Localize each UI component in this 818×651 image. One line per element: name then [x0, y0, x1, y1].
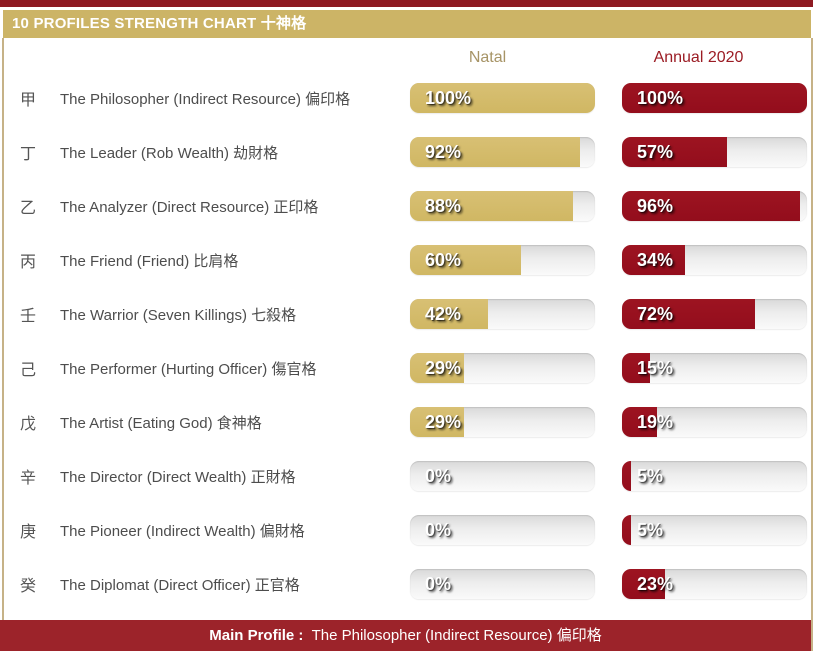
right-border-line [811, 38, 813, 651]
annual-bar-fill [622, 407, 658, 437]
annual-percent: 19% [637, 412, 674, 432]
top-accent-strip [0, 0, 813, 7]
heavenly-stem: 己 [20, 360, 37, 379]
natal-bar: 0% [410, 515, 595, 545]
profile-row: 丙 The Friend (Friend) 比肩格 60% 34% [0, 233, 818, 287]
profile-label: The Diplomat (Direct Officer) 正官格 [60, 576, 300, 594]
annual-bar: 72% [622, 299, 807, 329]
profile-label: The Artist (Eating God) 食神格 [60, 414, 262, 432]
natal-bar-fill [410, 137, 581, 167]
annual-percent: 5% [637, 520, 664, 540]
main-profile-footer: Main Profile : The Philosopher (Indirect… [0, 620, 811, 651]
natal-percent: 0% [425, 574, 452, 594]
column-header-annual: Annual 2020 [653, 49, 744, 66]
natal-bar-fill [410, 353, 464, 383]
annual-bar-fill [622, 299, 756, 329]
heavenly-stem: 庚 [20, 522, 37, 541]
annual-bar: 100% [622, 83, 807, 113]
natal-bar: 42% [410, 299, 595, 329]
main-profile-value: The Philosopher (Indirect Resource) 偏印格 [311, 627, 602, 644]
natal-bar: 0% [410, 569, 595, 599]
natal-bar: 100% [410, 83, 595, 113]
profile-label: The Philosopher (Indirect Resource) 偏印格 [60, 90, 351, 108]
annual-percent: 72% [637, 304, 674, 324]
natal-percent: 0% [425, 520, 452, 540]
natal-bar: 29% [410, 407, 595, 437]
annual-bar: 5% [622, 515, 807, 545]
annual-bar: 23% [622, 569, 807, 599]
annual-percent: 100% [637, 88, 684, 108]
annual-bar: 5% [622, 461, 807, 491]
chart-title-bar: 10 PROFILES STRENGTH CHART 十神格 [3, 10, 811, 38]
heavenly-stem: 戊 [20, 414, 37, 433]
natal-percent: 29% [425, 412, 462, 432]
natal-percent: 92% [425, 142, 462, 162]
annual-bar: 57% [622, 137, 807, 167]
heavenly-stem: 辛 [20, 468, 37, 487]
natal-percent: 60% [425, 250, 462, 270]
column-header-natal: Natal [468, 49, 507, 66]
profile-row: 癸 The Diplomat (Direct Officer) 正官格 0% 2… [0, 557, 818, 611]
annual-bar: 34% [622, 245, 807, 275]
natal-percent: 0% [425, 466, 452, 486]
heavenly-stem: 甲 [20, 90, 37, 109]
natal-bar: 0% [410, 461, 595, 491]
left-border-line [2, 38, 4, 620]
annual-bar-fill [622, 515, 632, 545]
natal-percent: 29% [425, 358, 462, 378]
natal-bar: 60% [410, 245, 595, 275]
heavenly-stem: 壬 [20, 306, 37, 325]
natal-bar-fill [410, 299, 488, 329]
profile-row: 己 The Performer (Hurting Officer) 傷官格 29… [0, 341, 818, 395]
profile-row: 庚 The Pioneer (Indirect Wealth) 偏財格 0% 5… [0, 503, 818, 557]
main-profile-label: Main Profile : [209, 627, 304, 644]
natal-bar-fill [410, 191, 573, 221]
annual-bar: 15% [622, 353, 807, 383]
annual-bar-fill [622, 83, 807, 113]
heavenly-stem: 丙 [20, 252, 37, 271]
annual-percent: 15% [637, 358, 674, 378]
natal-bar-fill [410, 83, 595, 113]
profile-label: The Director (Direct Wealth) 正財格 [60, 468, 296, 486]
annual-percent: 57% [637, 142, 674, 162]
profile-row: 乙 The Analyzer (Direct Resource) 正印格 88%… [0, 179, 818, 233]
annual-bar-fill [622, 353, 650, 383]
profile-label: The Analyzer (Direct Resource) 正印格 [60, 198, 319, 216]
heavenly-stem: 癸 [20, 576, 37, 595]
natal-percent: 100% [425, 88, 472, 108]
profile-row: 辛 The Director (Direct Wealth) 正財格 0% 5% [0, 449, 818, 503]
annual-bar-fill [622, 245, 685, 275]
annual-percent: 34% [637, 250, 674, 270]
profile-label: The Friend (Friend) 比肩格 [60, 252, 239, 270]
natal-bar: 88% [410, 191, 595, 221]
annual-percent: 96% [637, 196, 674, 216]
chart-title: 10 PROFILES STRENGTH CHART 十神格 [12, 15, 307, 32]
natal-percent: 88% [425, 196, 462, 216]
natal-percent: 42% [425, 304, 462, 324]
profile-row: 甲 The Philosopher (Indirect Resource) 偏印… [0, 71, 818, 125]
profile-label: The Warrior (Seven Killings) 七殺格 [60, 306, 297, 324]
annual-bar-fill [622, 137, 728, 167]
annual-bar-fill [622, 461, 632, 491]
profile-label: The Performer (Hurting Officer) 傷官格 [60, 360, 317, 378]
heavenly-stem: 乙 [20, 198, 37, 217]
profile-row: 戊 The Artist (Eating God) 食神格 29% 19% [0, 395, 818, 449]
rows: 甲 The Philosopher (Indirect Resource) 偏印… [0, 71, 818, 611]
profile-row: 壬 The Warrior (Seven Killings) 七殺格 42% 7… [0, 287, 818, 341]
heavenly-stem: 丁 [20, 144, 37, 163]
natal-bar-fill [410, 245, 521, 275]
natal-bar: 92% [410, 137, 595, 167]
annual-percent: 23% [637, 574, 674, 594]
annual-bar: 96% [622, 191, 807, 221]
profile-row: 丁 The Leader (Rob Wealth) 劫財格 92% 57% [0, 125, 818, 179]
annual-bar-fill [622, 569, 665, 599]
natal-bar-fill [410, 407, 464, 437]
annual-bar: 19% [622, 407, 807, 437]
profile-label: The Pioneer (Indirect Wealth) 偏財格 [60, 522, 305, 540]
natal-bar: 29% [410, 353, 595, 383]
annual-bar-fill [622, 191, 800, 221]
profile-label: The Leader (Rob Wealth) 劫財格 [60, 144, 279, 162]
annual-percent: 5% [637, 466, 664, 486]
